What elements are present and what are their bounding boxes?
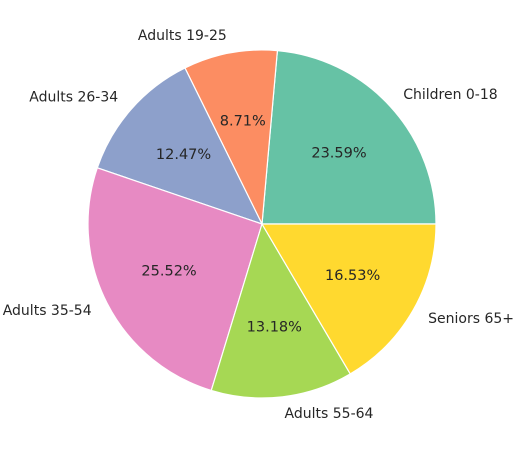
label-seniors-65: Seniors 65+ (428, 311, 514, 327)
percent-adults-55-64: 13.18% (247, 320, 302, 336)
slice-children-0-18 (261, 50, 437, 225)
percent-adults-26-34: 12.47% (156, 147, 211, 163)
slice-adults-35-54 (87, 167, 263, 392)
percent-children-0-18: 23.59% (311, 146, 366, 162)
label-adults-35-54: Adults 35-54 (3, 303, 92, 319)
label-children-0-18: Children 0-18 (403, 87, 497, 103)
percent-labels: 23.59% 8.71% 12.47% 25.52% 13.18% 16.53% (141, 113, 380, 335)
percent-adults-35-54: 25.52% (141, 264, 196, 280)
label-adults-19-25: Adults 19-25 (138, 28, 227, 44)
percent-seniors-65: 16.53% (325, 268, 380, 284)
slice-adults-55-64 (210, 223, 351, 399)
slice-adults-26-34 (96, 67, 263, 225)
percent-adults-19-25: 8.71% (220, 113, 266, 129)
slice-adults-19-25 (184, 49, 278, 225)
category-labels: Children 0-18 Adults 19-25 Adults 26-34 Adu… (3, 28, 514, 422)
label-adults-26-34: Adults 26-34 (29, 90, 118, 106)
slice-seniors-65 (261, 223, 437, 375)
pie-slices (87, 49, 437, 399)
label-adults-55-64: Adults 55-64 (285, 406, 374, 422)
